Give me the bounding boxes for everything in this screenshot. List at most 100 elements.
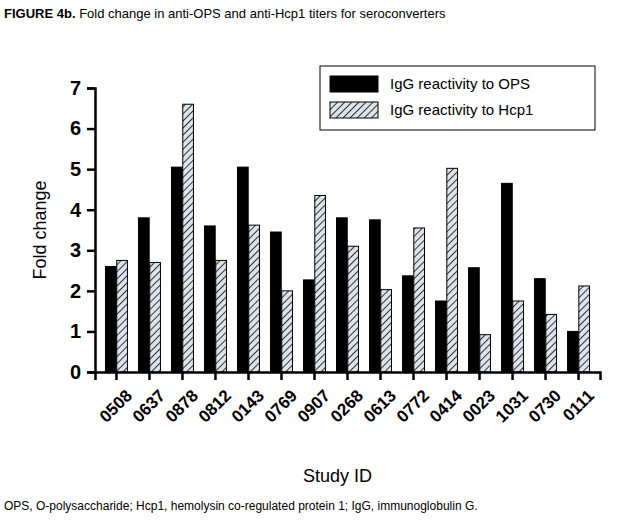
x-tick: 0907: [294, 372, 334, 426]
bar: [315, 196, 326, 372]
bar: [282, 291, 293, 372]
x-tick-label: 0812: [195, 386, 235, 426]
bar: [403, 276, 414, 372]
legend: IgG reactivity to OPSIgG reactivity to H…: [320, 66, 595, 130]
bars: [105, 104, 589, 372]
y-tick-label: 4: [70, 199, 82, 221]
x-tick: 1031: [492, 372, 532, 426]
bar: [480, 335, 491, 372]
x-tick-mark: [445, 372, 448, 380]
y-tick-label: 7: [70, 77, 81, 99]
x-axis-line: [96, 373, 601, 381]
legend-swatch: [330, 76, 378, 92]
bar: [568, 331, 579, 372]
bar: [414, 228, 425, 372]
bar: [270, 232, 281, 372]
x-tick-mark: [148, 372, 151, 380]
y-tick-mark: [87, 168, 95, 171]
bar: [546, 314, 557, 372]
y-tick: 6: [70, 117, 95, 139]
x-tick-mark: [544, 372, 547, 380]
y-axis-title: Fold change: [30, 180, 50, 279]
bar: [171, 167, 182, 372]
y-axis-line: [87, 89, 96, 373]
y-tick-mark: [87, 87, 95, 90]
x-tick: 0637: [129, 372, 169, 426]
y-tick-mark: [87, 331, 95, 334]
y-tick-mark: [87, 250, 95, 253]
x-tick-mark: [577, 372, 580, 380]
bar: [579, 286, 590, 372]
bar: [337, 218, 348, 372]
x-tick: 0772: [393, 372, 433, 426]
bar: [117, 260, 128, 372]
bar: [249, 225, 260, 372]
bar: [138, 218, 149, 372]
bar: [204, 226, 215, 372]
y-tick-label: 2: [70, 280, 81, 302]
x-tick-label: 0613: [360, 386, 400, 426]
y-tick-mark: [87, 128, 95, 131]
x-tick-label: 0907: [294, 386, 334, 426]
bar: [348, 246, 359, 372]
x-tick: 0268: [327, 372, 367, 426]
y-tick: 4: [70, 199, 95, 221]
bar: [105, 267, 116, 372]
y-tick-label: 5: [70, 158, 81, 180]
bar: [502, 183, 513, 372]
bar: [150, 262, 161, 372]
y-tick: 2: [70, 280, 95, 302]
x-tick-label: 0730: [525, 386, 565, 426]
x-tick: 0023: [459, 372, 499, 426]
y-tick-mark: [87, 290, 95, 293]
bar: [447, 168, 458, 372]
bar: [436, 301, 447, 372]
x-tick-label: 0769: [261, 386, 301, 426]
x-tick-mark: [412, 372, 415, 380]
x-tick-label: 0111: [559, 386, 598, 425]
legend-label: IgG reactivity to Hcp1: [390, 101, 533, 118]
x-tick-mark: [346, 372, 349, 380]
x-tick-mark: [313, 372, 316, 380]
x-tick: 0769: [261, 372, 301, 426]
x-tick-label: 0268: [327, 386, 367, 426]
y-tick: 7: [70, 77, 95, 99]
x-tick-label: 0143: [228, 386, 268, 426]
x-tick: 0730: [525, 372, 565, 426]
bar: [237, 167, 248, 372]
bar: [370, 220, 381, 372]
y-tick-mark: [87, 209, 95, 212]
bar: [183, 104, 194, 372]
y-axis: 0 1 2 3 4 5 6 7: [70, 77, 96, 383]
x-axis: 0508063708780812014307690907026806130772…: [96, 372, 601, 426]
y-tick: 0: [70, 361, 95, 383]
x-tick-label: 0023: [459, 386, 499, 426]
x-tick: 0613: [360, 372, 400, 426]
y-tick-label: 6: [70, 117, 81, 139]
legend-item: IgG reactivity to Hcp1: [330, 101, 533, 118]
x-tick: 0143: [228, 372, 268, 426]
bar: [535, 279, 546, 372]
y-tick: 3: [70, 239, 95, 261]
x-tick-label: 1031: [492, 386, 532, 426]
x-tick: 0812: [195, 372, 235, 426]
x-tick: 0508: [96, 372, 136, 426]
x-tick-mark: [280, 372, 283, 380]
x-tick-mark: [478, 372, 481, 380]
bar: [216, 260, 227, 372]
y-tick-mark: [87, 371, 95, 374]
x-tick: 0414: [426, 372, 467, 426]
bar: [469, 268, 480, 372]
x-tick-label: 0414: [426, 386, 467, 427]
x-tick: 0111: [559, 372, 598, 425]
x-axis-title: Study ID: [303, 466, 372, 486]
legend-swatch: [330, 102, 378, 118]
y-tick: 1: [70, 320, 95, 342]
x-tick-mark: [379, 372, 382, 380]
y-tick-label: 3: [70, 239, 81, 261]
bar: [513, 301, 524, 372]
bar: [381, 290, 392, 372]
x-tick-mark: [214, 372, 217, 380]
x-tick-mark: [247, 372, 250, 380]
x-tick-label: 0508: [96, 386, 136, 426]
